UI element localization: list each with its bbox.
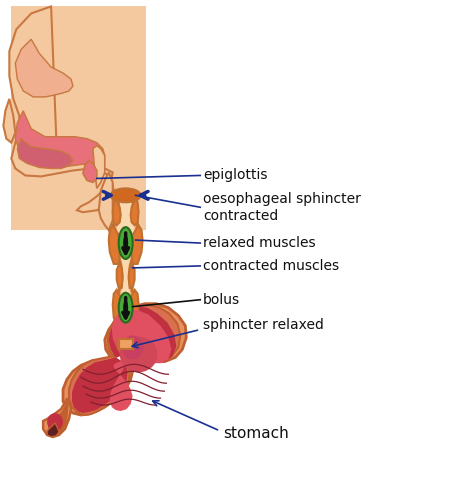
Polygon shape bbox=[15, 39, 73, 97]
Polygon shape bbox=[48, 401, 69, 435]
Polygon shape bbox=[47, 423, 59, 437]
Polygon shape bbox=[113, 197, 121, 225]
Text: contracted muscles: contracted muscles bbox=[203, 259, 339, 273]
Polygon shape bbox=[117, 195, 135, 345]
Polygon shape bbox=[17, 139, 73, 169]
Polygon shape bbox=[43, 399, 71, 437]
Polygon shape bbox=[113, 290, 123, 327]
Text: relaxed muscles: relaxed muscles bbox=[203, 236, 316, 250]
Polygon shape bbox=[128, 290, 138, 327]
Polygon shape bbox=[93, 146, 105, 188]
Text: stomach: stomach bbox=[223, 427, 289, 442]
Polygon shape bbox=[131, 197, 138, 225]
Polygon shape bbox=[128, 329, 133, 346]
Polygon shape bbox=[15, 111, 105, 169]
Polygon shape bbox=[3, 99, 15, 143]
Polygon shape bbox=[118, 329, 124, 346]
Text: sphincter relaxed: sphincter relaxed bbox=[203, 317, 324, 331]
Polygon shape bbox=[128, 265, 135, 288]
Polygon shape bbox=[83, 160, 97, 183]
Polygon shape bbox=[110, 310, 172, 411]
Polygon shape bbox=[117, 265, 123, 288]
Polygon shape bbox=[63, 304, 186, 415]
Polygon shape bbox=[11, 7, 146, 230]
Polygon shape bbox=[114, 195, 137, 345]
Ellipse shape bbox=[122, 336, 144, 359]
Text: bolus: bolus bbox=[203, 293, 240, 307]
Polygon shape bbox=[69, 305, 180, 415]
Ellipse shape bbox=[111, 188, 141, 202]
Polygon shape bbox=[99, 173, 113, 230]
Ellipse shape bbox=[123, 235, 128, 251]
Ellipse shape bbox=[47, 413, 63, 431]
Polygon shape bbox=[118, 340, 133, 350]
Polygon shape bbox=[9, 7, 115, 212]
Polygon shape bbox=[72, 307, 176, 413]
Ellipse shape bbox=[120, 337, 157, 372]
Polygon shape bbox=[109, 225, 120, 264]
Ellipse shape bbox=[118, 293, 133, 322]
Text: epiglottis: epiglottis bbox=[203, 169, 268, 183]
Polygon shape bbox=[132, 225, 143, 264]
Ellipse shape bbox=[118, 227, 133, 259]
Text: oesophageal sphincter
contracted: oesophageal sphincter contracted bbox=[203, 192, 361, 223]
Ellipse shape bbox=[123, 300, 128, 315]
